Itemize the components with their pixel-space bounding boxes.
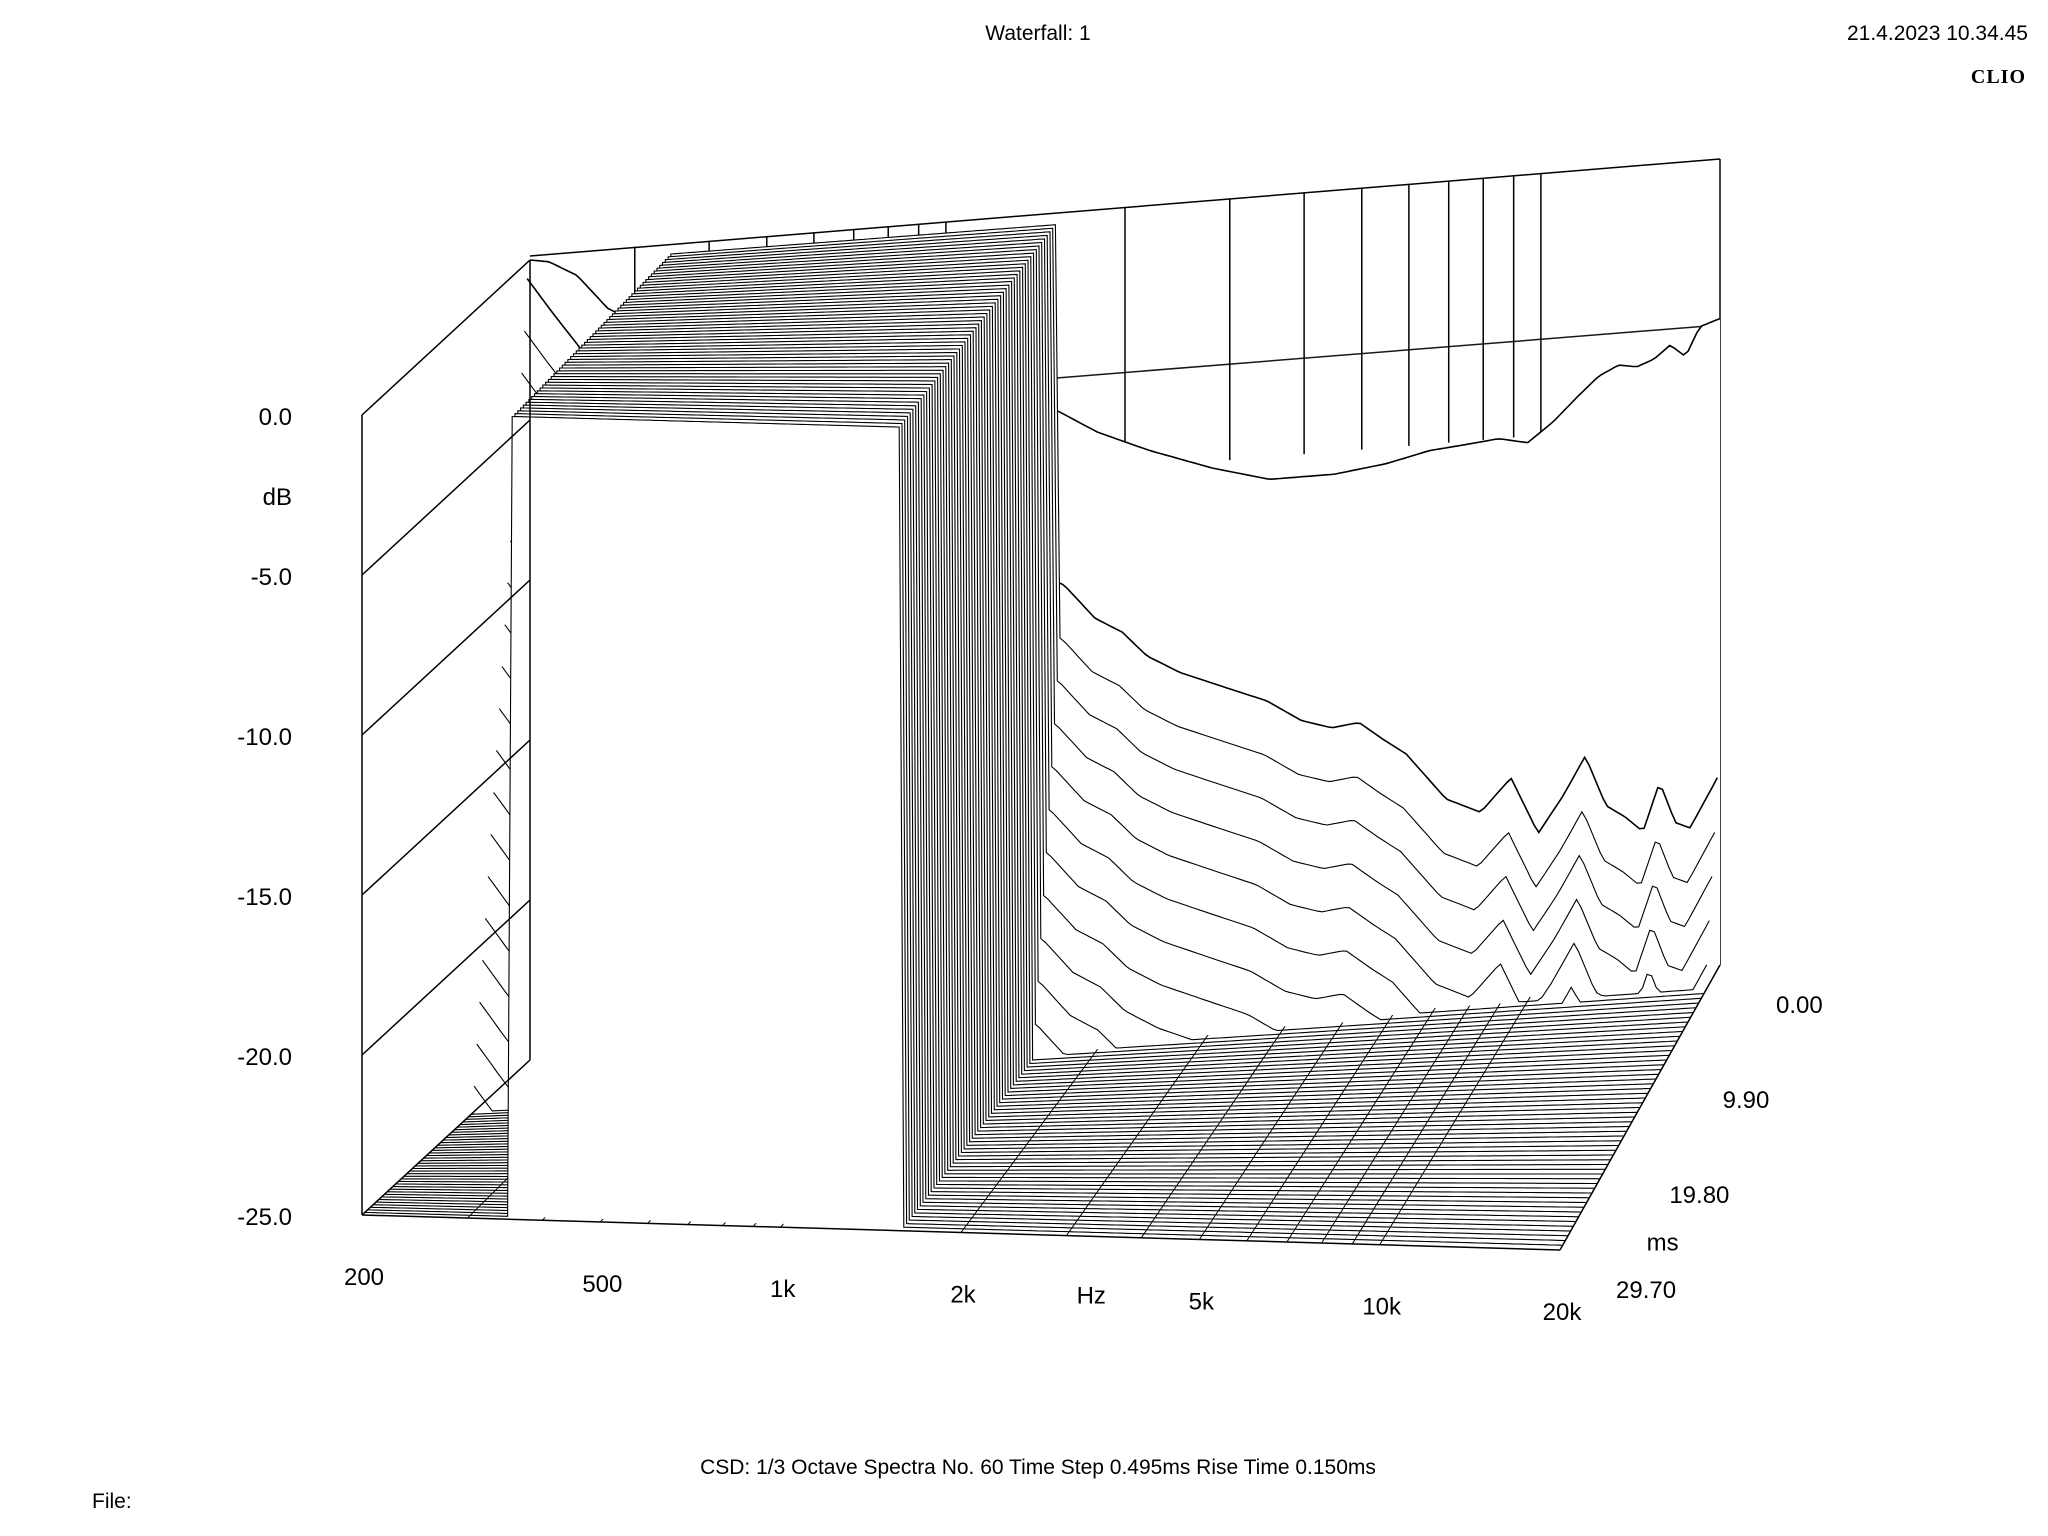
- decay-slice-line: [487, 270, 1681, 1072]
- decay-slice-line: [504, 249, 1697, 1041]
- decay-slice-line: [392, 387, 1590, 1199]
- decay-slice-line: [459, 305, 1654, 1126]
- decay-slice-line: [367, 413, 1566, 1242]
- chart-title: Waterfall: 1: [985, 22, 1091, 45]
- decay-slice-line: [415, 362, 1611, 1167]
- axis-labels: 0.0 -5.0 -10.0 -15.0 -20.0 -25.0 dB 200 500 1k 2k 5…: [237, 404, 1822, 1326]
- time-tick-label: 0.00: [1776, 992, 1823, 1019]
- decay-slice-line: [375, 404, 1574, 1227]
- decay-slice-line: [364, 415, 1563, 1246]
- floor-right-edge: [1559, 964, 1721, 1251]
- freq-axis-label: Hz: [1077, 1282, 1106, 1309]
- decay-slice-line: [401, 378, 1598, 1185]
- db-tick-label: -5.0: [251, 564, 292, 591]
- freq-tick-label: 20k: [1543, 1299, 1583, 1326]
- freq-tick-label: 5k: [1189, 1288, 1215, 1315]
- decay-slice-line: [384, 395, 1582, 1213]
- decay-slice-line: [387, 393, 1585, 1208]
- decay-slice-line: [418, 359, 1614, 1164]
- decay-slice-line: [426, 348, 1622, 1157]
- decay-slice-line: [404, 376, 1601, 1180]
- decay-slice-line: [434, 337, 1630, 1149]
- decay-slice-line: [451, 316, 1646, 1133]
- decay-slice-line: [501, 252, 1694, 1049]
- decay-slice-line: [448, 320, 1643, 1136]
- decay-slice-line: [378, 401, 1577, 1223]
- floor-front-edge: [361, 1214, 1561, 1251]
- decay-slice-line: [476, 284, 1670, 1108]
- freq-tick-label: 200: [344, 1264, 384, 1291]
- decay-slice-line: [457, 309, 1651, 1128]
- decay-slice-line: [440, 330, 1635, 1144]
- decay-slice-line: [484, 273, 1678, 1092]
- file-label: File:: [92, 1490, 132, 1513]
- decay-slice-line: [462, 302, 1657, 1123]
- decay-slice-line: [468, 295, 1662, 1118]
- decay-slice-line: [465, 298, 1659, 1120]
- decay-slice-line: [515, 234, 1708, 1003]
- decay-slice-line: [429, 344, 1625, 1154]
- time-tick-label: 19.80: [1669, 1182, 1729, 1209]
- left-wall-gridline: [361, 739, 531, 896]
- timestamp: 21.4.2023 10.34.45: [1846, 22, 2028, 45]
- freq-tick-label: 2k: [950, 1282, 976, 1309]
- decay-slice-line: [370, 410, 1569, 1237]
- decay-slice-line: [395, 384, 1592, 1194]
- time-tick-label: 29.70: [1616, 1277, 1676, 1304]
- brand-logo: CLIO: [1970, 66, 2026, 88]
- left-wall-gridline: [361, 579, 531, 736]
- decay-slice-line: [479, 280, 1673, 1104]
- decay-slice-line: [495, 259, 1689, 1061]
- db-tick-label: -20.0: [237, 1044, 292, 1071]
- decay-slice-line: [454, 312, 1649, 1131]
- time-tick-label: 9.90: [1723, 1087, 1770, 1114]
- decay-slice-fill: [364, 416, 1563, 1246]
- decay-slice-line: [481, 277, 1675, 1100]
- decay-slice-line: [443, 327, 1638, 1141]
- decay-slice-line: [493, 263, 1686, 1065]
- decay-slice-line: [523, 224, 1716, 888]
- decay-slice-line: [409, 369, 1606, 1172]
- decay-slices: [364, 224, 1721, 1246]
- decay-slice-line: [473, 288, 1667, 1112]
- decay-slice-line: [507, 245, 1699, 1032]
- time-axis-label: ms: [1647, 1230, 1679, 1257]
- db-tick-label: 0.0: [259, 404, 292, 431]
- db-axis-label: dB: [263, 484, 292, 511]
- decay-slice-line: [521, 227, 1713, 932]
- decay-slice-line: [512, 238, 1705, 1014]
- decay-slice-line: [412, 366, 1608, 1170]
- decay-slice-line: [431, 341, 1627, 1151]
- decay-slice-line: [445, 323, 1641, 1139]
- decay-slice-line: [390, 390, 1587, 1204]
- decay-slice-line: [509, 241, 1702, 1021]
- freq-tick-label: 500: [582, 1271, 622, 1298]
- left-wall-gridline: [361, 259, 531, 416]
- decay-slice-line: [373, 407, 1571, 1232]
- decay-slice-line: [381, 398, 1579, 1218]
- freq-tick-label: 10k: [1362, 1294, 1402, 1321]
- decay-slice-line: [420, 355, 1616, 1162]
- db-tick-label: -25.0: [237, 1204, 292, 1231]
- left-wall-gridline: [361, 419, 531, 576]
- decay-slice-line: [490, 266, 1683, 1068]
- db-tick-label: -10.0: [237, 724, 292, 751]
- left-wall-gridline: [361, 899, 531, 1056]
- decay-slice-line: [437, 334, 1632, 1146]
- decay-slice-line: [471, 291, 1665, 1115]
- axes: [361, 259, 1721, 1251]
- left-wall-gridline: [361, 1059, 531, 1216]
- decay-slice-line: [398, 381, 1595, 1189]
- freq-tick-label: 1k: [770, 1276, 796, 1303]
- db-tick-label: -15.0: [237, 884, 292, 911]
- analysis-settings: CSD: 1/3 Octave Spectra No. 60 Time Step…: [700, 1456, 1376, 1479]
- decay-slice-line: [406, 373, 1603, 1175]
- decay-slice-line: [518, 231, 1710, 976]
- decay-slice-line: [423, 351, 1619, 1159]
- decay-slice-line: [498, 256, 1691, 1056]
